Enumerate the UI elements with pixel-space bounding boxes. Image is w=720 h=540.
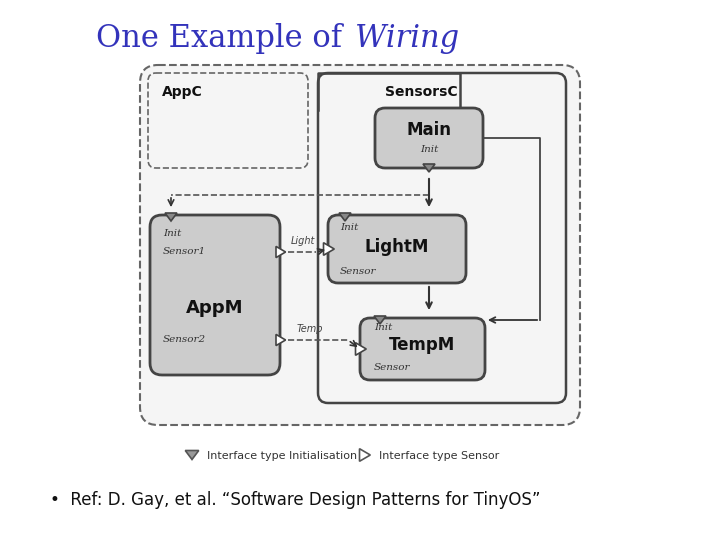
FancyBboxPatch shape [140,65,580,425]
FancyBboxPatch shape [328,215,466,283]
Polygon shape [374,316,386,324]
Polygon shape [165,213,177,221]
Text: Init: Init [340,224,359,233]
Polygon shape [276,246,286,258]
Text: Init: Init [374,323,392,333]
Polygon shape [323,242,334,255]
Polygon shape [359,449,370,461]
Text: Sensor: Sensor [340,267,377,276]
Text: Init: Init [420,145,438,154]
Text: LightM: LightM [365,238,429,256]
Text: Light: Light [291,236,315,246]
Text: One Example of: One Example of [96,23,352,53]
FancyBboxPatch shape [375,108,483,168]
Polygon shape [185,450,199,460]
Text: Sensor1: Sensor1 [163,247,206,256]
Text: SensorsC: SensorsC [385,85,458,99]
Text: TempM: TempM [389,336,455,354]
Text: Wiring: Wiring [355,23,459,53]
Text: Init: Init [163,230,181,239]
Polygon shape [339,213,351,221]
FancyBboxPatch shape [360,318,485,380]
FancyBboxPatch shape [150,215,280,375]
Text: Sensor2: Sensor2 [163,335,206,345]
Polygon shape [276,334,286,346]
Polygon shape [356,343,366,355]
Text: Interface type Initialisation: Interface type Initialisation [207,451,357,461]
Polygon shape [423,164,435,172]
Text: Temp: Temp [297,324,323,334]
Text: AppM: AppM [186,299,244,317]
Text: Interface type Sensor: Interface type Sensor [379,451,499,461]
Text: Main: Main [407,121,451,139]
Text: Sensor: Sensor [374,363,410,373]
Text: •  Ref: D. Gay, et al. “Software Design Patterns for TinyOS”: • Ref: D. Gay, et al. “Software Design P… [50,491,541,509]
Text: AppC: AppC [162,85,203,99]
